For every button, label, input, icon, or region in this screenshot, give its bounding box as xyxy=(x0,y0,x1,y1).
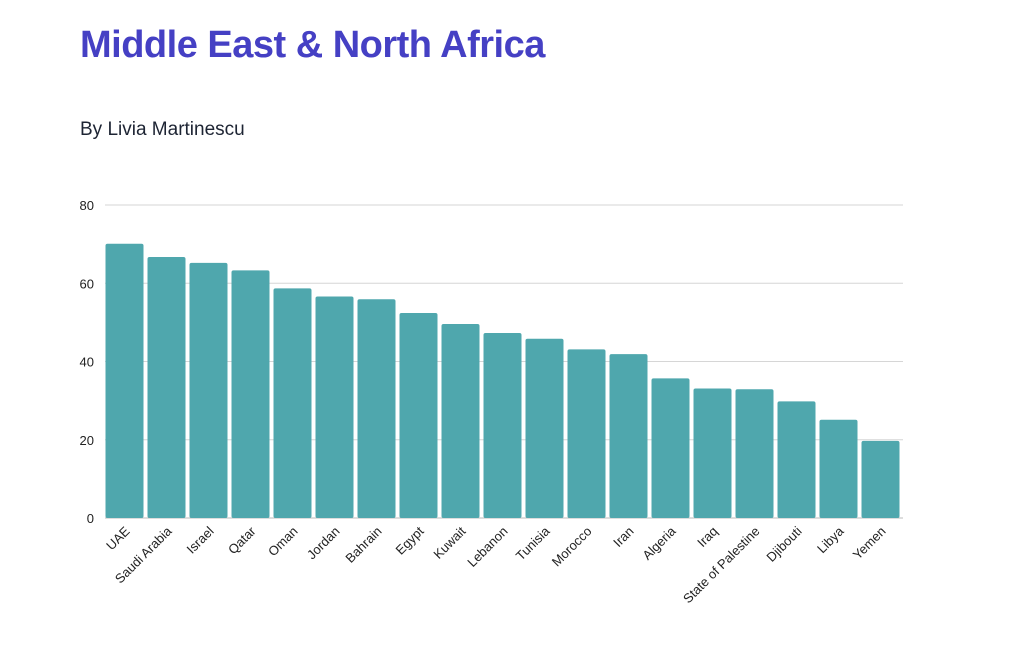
bar-djibouti xyxy=(777,401,816,518)
chart-title: Middle East & North Africa xyxy=(80,24,545,66)
bar-yemen xyxy=(861,440,900,518)
y-tick-label: 80 xyxy=(80,198,94,213)
x-tick-label: Tunisia xyxy=(513,523,553,563)
bar-libya xyxy=(819,419,858,518)
x-tick-label: Bahrain xyxy=(342,524,384,566)
x-tick-label: Algeria xyxy=(639,523,679,563)
bar-uae xyxy=(105,243,144,518)
bar-israel xyxy=(189,262,228,518)
bar-morocco xyxy=(567,349,606,518)
x-tick-label: Djibouti xyxy=(763,523,804,564)
bar-kuwait xyxy=(441,323,480,518)
x-tick-label: Morocco xyxy=(549,524,595,570)
bar-tunisia xyxy=(525,338,564,518)
bar-qatar xyxy=(231,270,270,518)
y-tick-label: 40 xyxy=(80,355,94,370)
x-tick-label: Egypt xyxy=(393,523,427,557)
bar-iraq xyxy=(693,388,732,518)
x-tick-label: UAE xyxy=(103,523,133,553)
x-tick-label: Jordan xyxy=(304,524,343,563)
y-tick-label: 0 xyxy=(87,511,94,526)
x-tick-label: Oman xyxy=(265,524,301,560)
bar-state-of-palestine xyxy=(735,389,774,518)
chart-subtitle: By Livia Martinescu xyxy=(80,119,245,140)
x-tick-label: Lebanon xyxy=(464,524,510,570)
bar-algeria xyxy=(651,378,690,518)
bar-iran xyxy=(609,354,648,518)
bar-bahrain xyxy=(357,299,396,518)
x-tick-label: Libya xyxy=(814,523,847,556)
bar-jordan xyxy=(315,296,354,518)
x-tick-label: Israel xyxy=(184,523,217,556)
x-tick-label: Qatar xyxy=(225,523,259,557)
bar-lebanon xyxy=(483,332,522,518)
bar-saudi-arabia xyxy=(147,257,186,518)
bar-oman xyxy=(273,288,312,518)
bar-egypt xyxy=(399,312,438,518)
x-tick-label: Kuwait xyxy=(430,523,468,561)
x-tick-label: State of Palestine xyxy=(680,524,763,607)
y-tick-label: 60 xyxy=(80,276,94,291)
x-tick-label: Iraq xyxy=(694,524,720,550)
x-tick-label: Iran xyxy=(610,524,636,550)
x-tick-label: Yemen xyxy=(850,524,889,563)
y-tick-label: 20 xyxy=(80,433,94,448)
